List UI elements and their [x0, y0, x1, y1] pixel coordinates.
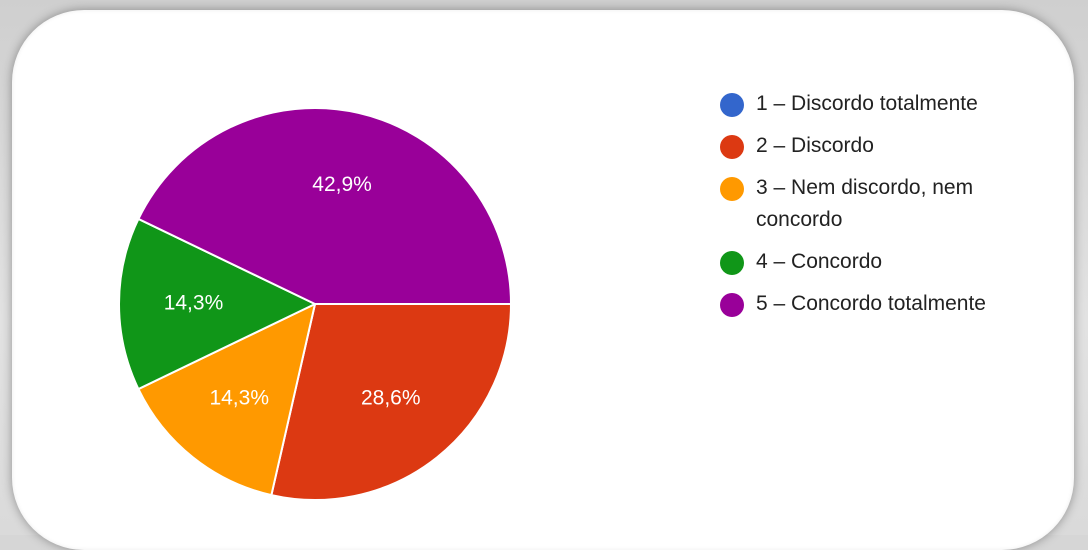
slice-label-3: 14,3% — [209, 387, 269, 410]
legend-label-1: 1 – Discordo totalmente — [756, 92, 978, 115]
legend-label-3: 3 – Nem discordo, nem concordo — [756, 176, 974, 231]
legend-swatch-2 — [720, 135, 744, 159]
legend-swatch-1 — [720, 93, 744, 117]
pie-slice-5 — [137, 107, 513, 305]
legend-item-3: 3 – Nem discordo, nem concordo — [720, 172, 1070, 236]
legend-item-1: 1 – Discordo totalmente — [720, 88, 1070, 120]
legend-swatch-3 — [720, 177, 744, 201]
legend-label-2: 2 – Discordo — [756, 134, 874, 157]
slice-label-2: 28,6% — [361, 387, 421, 410]
slice-label-4: 14,3% — [164, 292, 224, 315]
pie-slice-3 — [137, 302, 317, 497]
legend-swatch-5 — [720, 293, 744, 317]
pie-slice-4 — [118, 217, 318, 391]
pie-slices — [118, 107, 513, 501]
pie-labels: 28,6% 14,3% 14,3% 42,9% — [164, 173, 421, 409]
legend-item-4: 4 – Concordo — [720, 246, 1070, 278]
legend-item-2: 2 – Discordo — [720, 130, 1070, 162]
pie-slice-2 — [270, 303, 513, 501]
legend-item-5: 5 – Concordo totalmente — [720, 288, 1070, 320]
chart-legend: 1 – Discordo totalmente 2 – Discordo 3 –… — [720, 88, 1070, 330]
legend-label-5: 5 – Concordo totalmente — [756, 292, 986, 315]
legend-swatch-4 — [720, 251, 744, 275]
pie-chart: 28,6% 14,3% 14,3% 42,9% — [118, 107, 513, 501]
legend-label-4: 4 – Concordo — [756, 250, 883, 273]
slice-label-5: 42,9% — [312, 173, 372, 196]
